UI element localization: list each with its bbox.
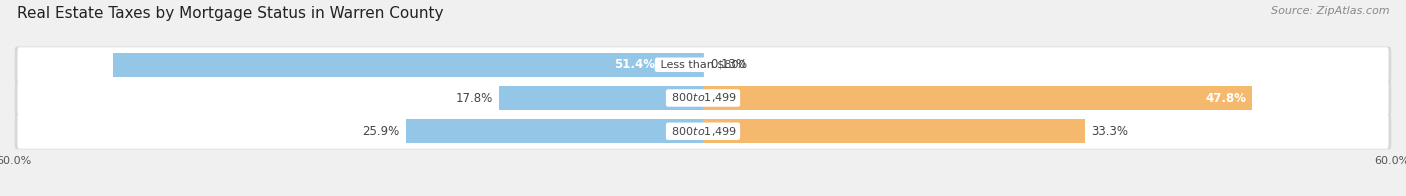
FancyBboxPatch shape — [14, 113, 1392, 149]
Text: Less than $800: Less than $800 — [657, 60, 749, 70]
Text: $800 to $1,499: $800 to $1,499 — [668, 125, 738, 138]
Bar — [405, 119, 703, 143]
Bar — [703, 53, 704, 77]
Text: 51.4%: 51.4% — [614, 58, 655, 71]
FancyBboxPatch shape — [17, 81, 1389, 115]
FancyBboxPatch shape — [14, 47, 1392, 83]
Bar — [499, 86, 703, 110]
Text: 17.8%: 17.8% — [456, 92, 494, 104]
Bar — [112, 53, 703, 77]
Text: Source: ZipAtlas.com: Source: ZipAtlas.com — [1271, 6, 1389, 16]
Text: 47.8%: 47.8% — [1205, 92, 1246, 104]
FancyBboxPatch shape — [17, 114, 1389, 149]
Text: 25.9%: 25.9% — [363, 125, 399, 138]
Text: 33.3%: 33.3% — [1091, 125, 1128, 138]
Bar — [703, 119, 1085, 143]
Text: Real Estate Taxes by Mortgage Status in Warren County: Real Estate Taxes by Mortgage Status in … — [17, 6, 443, 21]
Text: 0.13%: 0.13% — [710, 58, 748, 71]
Text: $800 to $1,499: $800 to $1,499 — [668, 92, 738, 104]
Bar — [703, 86, 1251, 110]
FancyBboxPatch shape — [17, 47, 1389, 82]
FancyBboxPatch shape — [14, 80, 1392, 116]
